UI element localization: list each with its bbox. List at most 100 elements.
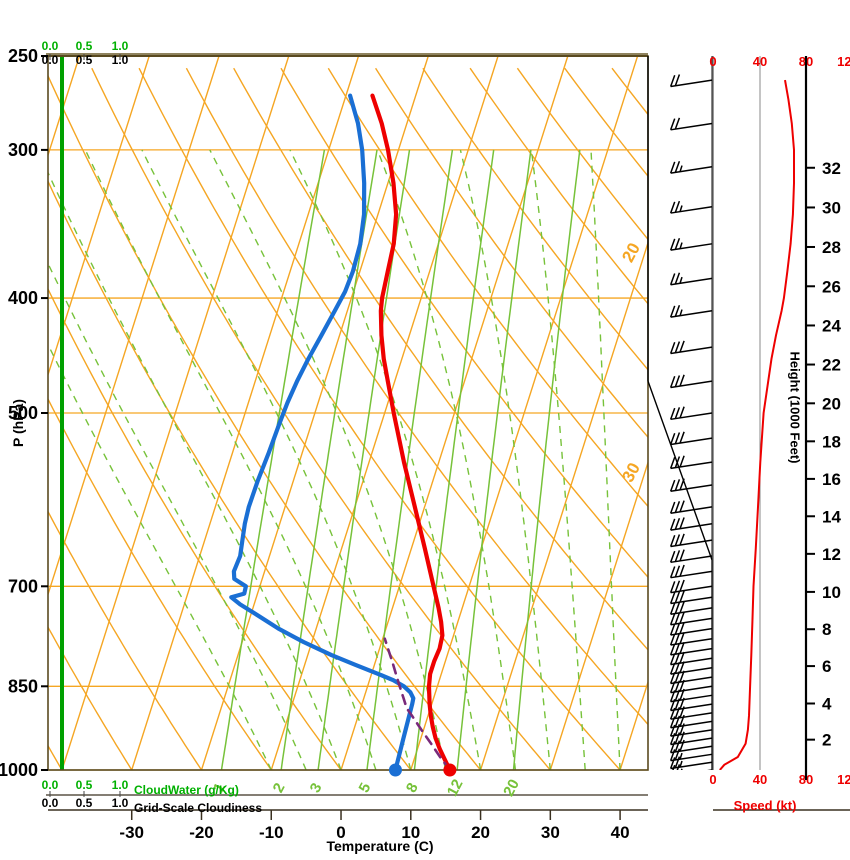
- barb-full: [674, 479, 681, 491]
- barb-full: [672, 764, 676, 770]
- height-axis-label: Height (1000 Feet): [787, 351, 803, 464]
- barb-half: [679, 165, 683, 172]
- barb-full: [674, 652, 681, 665]
- moist-adiabat-line: [376, 149, 517, 770]
- barb-full: [674, 117, 681, 130]
- barb-full: [669, 305, 676, 318]
- barb-staff: [670, 79, 713, 88]
- moist-adiabat-line: [141, 149, 412, 770]
- scale-row: 0.0 0.5 1.0: [42, 796, 129, 810]
- speed-panel: 0040408080120120: [709, 54, 850, 811]
- wind-barb: [669, 748, 713, 762]
- wind-barb: [669, 478, 713, 493]
- barb-full: [669, 75, 676, 87]
- barb-staff: [670, 523, 713, 531]
- mixing-ratio-line: [413, 149, 495, 770]
- mixing-ratio-line: [280, 149, 378, 770]
- height-tick-label: 22: [822, 356, 841, 375]
- wind-barb: [669, 431, 713, 446]
- barb-half: [679, 205, 683, 212]
- barb-full: [674, 456, 681, 468]
- barb-full: [679, 622, 685, 634]
- barb-full: [679, 406, 685, 419]
- cloudiness-legend-label: Grid-Scale Cloudiness: [134, 801, 263, 815]
- barb-full: [669, 633, 676, 646]
- wind-barb: [669, 590, 713, 605]
- wind-barb: [669, 651, 713, 666]
- parcel-trajectory-curve: [383, 637, 452, 770]
- wind-barb-panel: [647, 56, 713, 770]
- barb-staff: [670, 703, 713, 712]
- barb-full: [669, 592, 676, 604]
- speed-tick-label-top: 0: [709, 54, 716, 69]
- barb-full: [669, 535, 676, 547]
- barb-full: [679, 500, 685, 513]
- barb-full: [669, 201, 676, 214]
- barb-full: [669, 602, 676, 615]
- barb-full: [669, 550, 676, 563]
- barb-staff: [670, 617, 713, 626]
- barb-half: [680, 768, 683, 770]
- barb-full: [669, 653, 676, 665]
- height-tick-label: 20: [822, 394, 841, 413]
- wind-barb: [669, 200, 713, 214]
- temperature-axis: -30 -20 -10 0 10 20 30 40: [48, 809, 648, 842]
- barb-full: [674, 534, 681, 547]
- barb-full: [679, 517, 685, 529]
- barb-full: [679, 455, 685, 468]
- temperature-tick-label: -20: [189, 823, 214, 842]
- barb-full: [674, 341, 681, 354]
- moist-adiabat-line: [84, 149, 377, 770]
- height-tick-label: 18: [822, 432, 841, 451]
- speed-tick-label-top: 120: [837, 54, 850, 69]
- barb-staff: [670, 166, 713, 174]
- temperature-curve: [370, 93, 452, 770]
- height-tick-label: 8: [822, 620, 831, 639]
- barb-staff: [670, 676, 713, 685]
- mixing-ratio-line: [456, 149, 532, 770]
- temperature-tick-label: -10: [259, 823, 284, 842]
- barb-staff: [670, 412, 713, 421]
- barb-staff: [670, 737, 713, 746]
- barb-staff: [670, 685, 713, 694]
- cloudwater-legend-label: CloudWater (g/Kg): [134, 783, 239, 797]
- barb-full: [676, 764, 681, 770]
- barb-full: [674, 160, 681, 173]
- pressure-axis-label: P (hPa): [10, 399, 26, 447]
- barb-staff: [670, 607, 713, 615]
- barb-staff: [670, 277, 713, 286]
- barb-full: [674, 602, 681, 614]
- wind-barb: [669, 632, 713, 646]
- barb-staff: [670, 506, 713, 514]
- barb-full: [674, 200, 681, 213]
- dry-adiabat-line: [327, 67, 648, 508]
- moist-adiabat-line: [530, 149, 586, 770]
- barb-full: [679, 431, 685, 444]
- pressure-tick-label: 250: [8, 46, 38, 66]
- barb-full: [674, 612, 681, 625]
- barb-staff: [670, 667, 713, 675]
- height-tick-label: 2: [822, 731, 831, 750]
- moist-adiabat-line: [48, 342, 272, 770]
- barb-staff: [670, 637, 713, 646]
- barb-staff: [670, 657, 713, 666]
- wind-speed-curve: [719, 79, 795, 770]
- barb-staff: [670, 122, 713, 131]
- barb-staff: [670, 570, 713, 579]
- mixing-ratio-lines: [220, 149, 581, 770]
- barb-full: [669, 479, 676, 492]
- barb-staff: [670, 461, 713, 470]
- mixing-ratio-line: [512, 149, 581, 770]
- barb-staff: [670, 310, 713, 318]
- isotherm-line: [549, 460, 648, 770]
- barb-full: [674, 632, 681, 645]
- barb-panel-edge-diagonal: [647, 380, 713, 561]
- mixing-ratio-label: 20: [500, 777, 523, 800]
- dry-adiabat-line: [280, 67, 648, 579]
- height-tick-label: 30: [822, 198, 841, 217]
- wind-barb: [669, 611, 713, 626]
- scale-tick-label: 0.5: [76, 778, 93, 792]
- barb-full: [674, 304, 681, 317]
- barb-full: [679, 611, 685, 624]
